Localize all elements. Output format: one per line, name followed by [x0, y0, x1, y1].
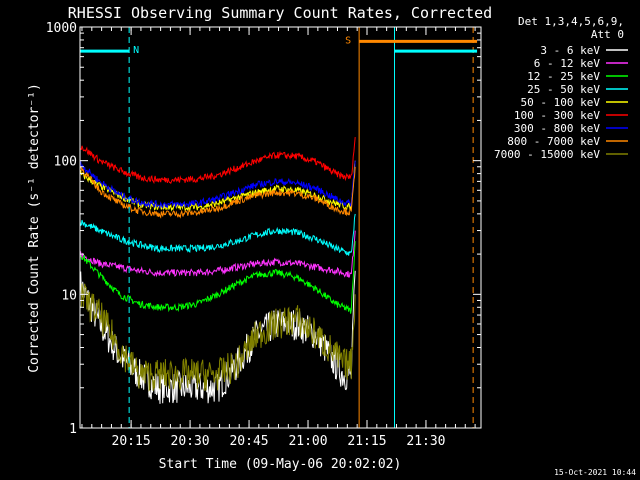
y-tick-label: 1000 — [46, 21, 77, 36]
x-tick-label: 21:00 — [288, 434, 327, 449]
y-tick-label: 10 — [61, 288, 77, 303]
legend-entry-label: 800 - 7000 keV — [507, 135, 600, 148]
x-tick-label: 20:30 — [171, 434, 210, 449]
series-line — [80, 230, 356, 278]
series-line — [80, 213, 356, 256]
legend-entry-label: 300 - 800 keV — [514, 122, 600, 135]
series-line — [80, 160, 356, 210]
legend-entry-label: 3 - 6 keV — [540, 44, 600, 57]
x-tick-label: 20:45 — [229, 434, 268, 449]
y-axis-label: Corrected Count Rate (s⁻¹ detector⁻¹) — [27, 83, 42, 373]
flag-label: S — [345, 35, 351, 46]
legend-entry-label: 50 - 100 keV — [521, 96, 601, 109]
flag-label: N — [133, 45, 139, 56]
plot-frame — [79, 26, 482, 429]
timestamp: 15-Oct-2021 10:44 — [554, 468, 636, 477]
legend-entry-label: 6 - 12 keV — [534, 57, 601, 70]
x-tick-label: 21:15 — [347, 434, 386, 449]
legend-entry-label: 12 - 25 keV — [527, 70, 600, 83]
series-line — [80, 241, 356, 314]
legend-header-line-2: Att 0 — [591, 28, 624, 41]
legend-header-line-1: Det 1,3,4,5,6,9, — [518, 15, 624, 28]
series-line — [80, 137, 356, 185]
y-tick-label: 1 — [69, 422, 77, 437]
x-tick-label: 21:30 — [406, 434, 445, 449]
series-line — [80, 166, 356, 219]
x-axis-label: Start Time (09-May-06 20:02:02) — [159, 457, 402, 472]
chart-title: RHESSI Observing Summary Count Rates, Co… — [68, 4, 492, 22]
y-tick-label: 100 — [54, 155, 77, 170]
legend-entry-label: 25 - 50 keV — [527, 83, 600, 96]
legend-entry-label: 7000 - 15000 keV — [494, 148, 600, 161]
series-line — [80, 160, 356, 213]
x-tick-label: 20:15 — [112, 434, 151, 449]
legend-entry-label: 100 - 300 keV — [514, 109, 600, 122]
series-line — [80, 283, 356, 392]
